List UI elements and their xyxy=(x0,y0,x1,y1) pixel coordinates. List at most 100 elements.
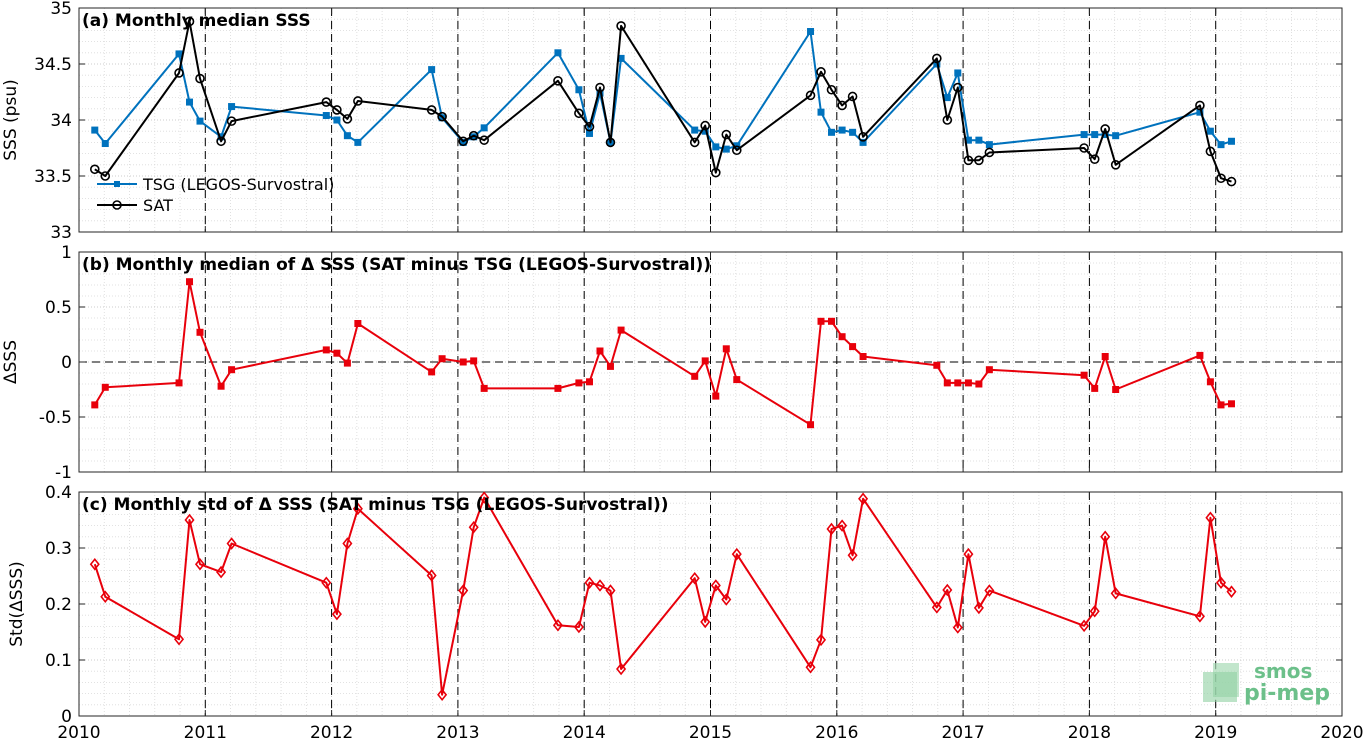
legend-marker xyxy=(112,200,122,210)
data-point xyxy=(1194,610,1205,623)
x-tick-label: 2018 xyxy=(1068,723,1111,743)
data-point xyxy=(826,522,837,536)
data-point xyxy=(973,601,984,615)
data-point xyxy=(847,548,858,562)
data-point xyxy=(837,100,847,111)
y-tick-label: 0.4 xyxy=(45,483,72,503)
x-tick-label: 2016 xyxy=(815,723,858,743)
y-tick-label: 33.5 xyxy=(34,167,72,187)
data-point xyxy=(584,121,595,132)
y-tick-label: 0.3 xyxy=(45,539,72,559)
data-point xyxy=(974,155,984,166)
data-point xyxy=(584,576,595,590)
data-point xyxy=(479,135,489,145)
legend-marker xyxy=(114,181,120,187)
data-point xyxy=(174,632,185,646)
data-point xyxy=(605,137,616,148)
data-point xyxy=(100,590,111,604)
data-point xyxy=(733,376,741,384)
data-point xyxy=(174,68,184,78)
data-point xyxy=(1206,378,1214,386)
data-point xyxy=(954,69,962,77)
data-point xyxy=(963,155,974,166)
data-point xyxy=(805,660,816,674)
data-point xyxy=(226,116,237,126)
y-axis-label: Std(ΔSSS) xyxy=(7,561,27,647)
data-point xyxy=(616,662,627,676)
y-tick-label: 34.5 xyxy=(34,55,72,75)
data-point xyxy=(616,21,626,31)
data-point xyxy=(691,126,699,134)
data-point xyxy=(101,383,109,391)
data-point xyxy=(847,91,858,102)
data-point xyxy=(1091,131,1099,139)
data-point xyxy=(101,140,109,148)
data-point xyxy=(975,136,983,144)
data-point xyxy=(963,547,974,561)
data-point xyxy=(827,317,835,325)
series-line-delta xyxy=(93,496,1233,696)
data-point xyxy=(942,115,953,125)
data-point xyxy=(480,124,488,132)
data-point xyxy=(689,571,700,585)
data-point xyxy=(354,320,362,327)
data-point xyxy=(331,607,342,621)
y-tick-label: 0.5 xyxy=(45,298,72,318)
data-point xyxy=(428,66,436,74)
legend-label: SAT xyxy=(143,196,173,215)
data-point xyxy=(552,618,563,632)
data-point xyxy=(91,401,99,409)
data-point xyxy=(322,346,330,354)
data-point xyxy=(458,136,469,147)
data-point xyxy=(859,138,867,146)
data-point xyxy=(1215,576,1227,590)
data-point xyxy=(343,359,351,367)
data-point xyxy=(553,76,563,86)
data-point xyxy=(428,368,436,376)
data-point xyxy=(1226,176,1237,187)
data-point xyxy=(954,379,962,387)
data-point xyxy=(470,357,478,365)
data-point xyxy=(815,633,827,647)
data-point xyxy=(594,579,606,592)
x-tick-label: 2020 xyxy=(1320,723,1363,743)
data-point xyxy=(217,382,225,390)
data-point xyxy=(712,392,720,400)
data-point xyxy=(984,147,995,158)
data-point xyxy=(596,347,604,355)
data-point xyxy=(731,547,742,561)
panel-b: -1 -0.5 0 0.5 1 ΔSSS (b) Monthly median of Δ S… xyxy=(1,243,1343,483)
data-point xyxy=(554,49,562,57)
data-point xyxy=(1112,132,1120,140)
data-point xyxy=(858,132,868,142)
y-tick-label: 33 xyxy=(50,223,72,243)
data-point xyxy=(605,584,616,597)
y-tick-label: 0 xyxy=(61,707,72,727)
data-point xyxy=(711,167,721,178)
data-point xyxy=(838,333,846,341)
data-point xyxy=(1080,371,1088,379)
panel-title: (a) Monthly median SSS xyxy=(82,11,311,31)
data-point xyxy=(321,576,332,590)
data-point xyxy=(816,67,826,77)
data-point xyxy=(1216,173,1226,184)
x-tick-label: 2015 xyxy=(689,723,732,743)
data-point xyxy=(1227,137,1235,145)
data-point xyxy=(437,111,447,122)
data-point xyxy=(1100,124,1110,134)
data-point xyxy=(1089,154,1100,164)
data-point xyxy=(975,380,983,388)
data-point xyxy=(807,421,815,429)
legend-label: TSG (LEGOS-Survostral) xyxy=(142,175,334,194)
data-point xyxy=(827,128,835,136)
data-point xyxy=(1079,619,1090,633)
data-point xyxy=(689,137,700,148)
data-point xyxy=(195,73,205,84)
x-tick-label: 2013 xyxy=(436,723,479,743)
data-point xyxy=(458,584,469,597)
data-point xyxy=(1205,511,1216,525)
data-point xyxy=(322,112,330,120)
data-point xyxy=(943,379,951,387)
data-point xyxy=(353,96,363,106)
